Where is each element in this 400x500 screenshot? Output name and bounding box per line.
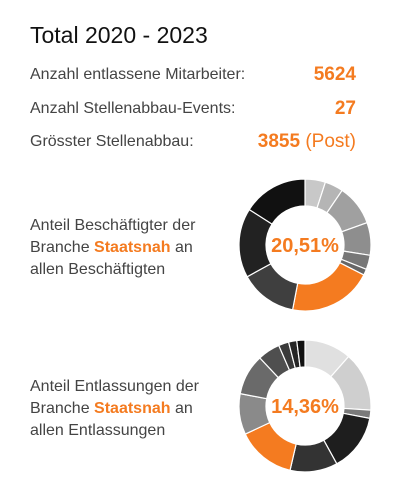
stat-value-groesster: 3855 (Post) xyxy=(258,131,356,153)
desc-line: Branche Staatsnah an xyxy=(30,398,199,420)
desc-line: allen Entlassungen xyxy=(30,422,166,439)
desc-line: Branche Staatsnah an xyxy=(30,237,195,259)
desc-prefix: Branche xyxy=(30,239,95,256)
donut-chart-beschaeftigte: 20,51% xyxy=(238,178,372,312)
desc-prefix: Branche xyxy=(30,400,95,417)
donut-center-percent: 20,51% xyxy=(271,235,339,257)
desc-suffix: an xyxy=(170,239,193,256)
stat-value-events: 27 xyxy=(335,98,356,120)
desc-line: Anteil Beschäftigter der xyxy=(30,217,196,234)
donut-slices xyxy=(238,339,372,473)
branch-highlight: Staatsnah xyxy=(94,400,171,417)
page-title: Total 2020 - 2023 xyxy=(30,22,208,48)
desc-suffix: an xyxy=(170,400,193,417)
donut-description-beschaeftigte: Anteil Beschäftigter der Branche Staatsn… xyxy=(30,215,195,281)
stat-note: (Post) xyxy=(305,131,356,152)
stat-number: 3855 xyxy=(257,131,301,152)
desc-line: allen Beschäftigten xyxy=(30,261,166,278)
stat-label-entlassene: Anzahl entlassene Mitarbeiter: xyxy=(30,66,246,83)
stat-label-groesster: Grösster Stellenabbau: xyxy=(30,133,194,150)
desc-line: Anteil Entlassungen der xyxy=(30,378,199,395)
donut-slice xyxy=(248,178,306,225)
donut-description-entlassungen: Anteil Entlassungen der Branche Staatsna… xyxy=(30,376,199,442)
branch-highlight: Staatsnah xyxy=(94,239,171,256)
donut-slices xyxy=(238,178,372,312)
donut-chart-entlassungen: 14,36% xyxy=(238,339,372,473)
donut-slice-highlight xyxy=(291,261,365,312)
stat-label-events: Anzahl Stellenabbau-Events: xyxy=(30,100,236,117)
stat-number: 27 xyxy=(334,98,356,119)
stat-number: 5624 xyxy=(313,64,356,85)
donut-center-percent: 14,36% xyxy=(271,396,339,418)
stat-value-entlassene: 5624 xyxy=(314,64,356,86)
donut-slice xyxy=(296,339,306,368)
